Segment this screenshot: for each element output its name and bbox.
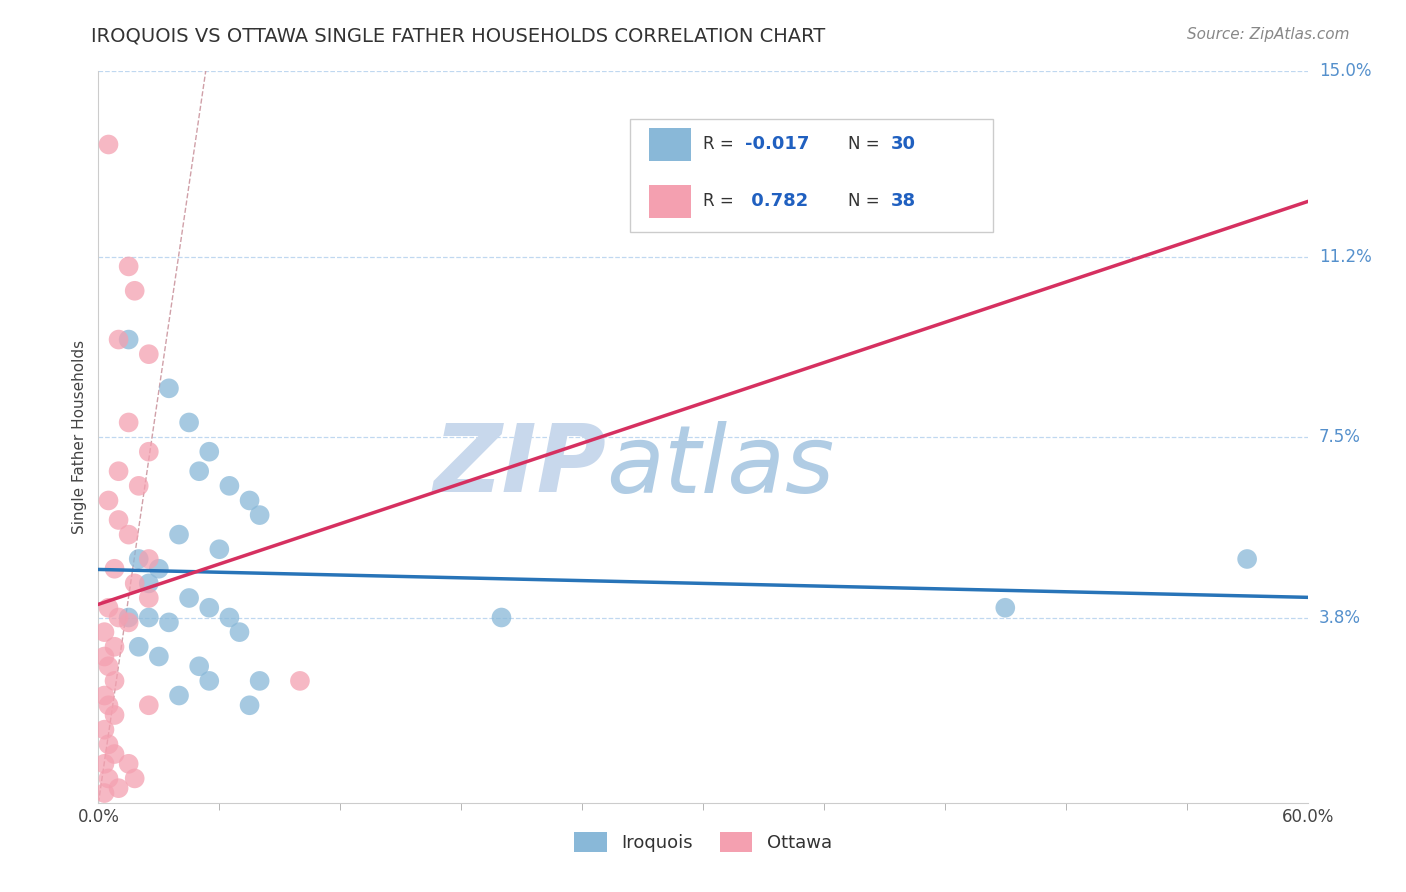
Text: IROQUOIS VS OTTAWA SINGLE FATHER HOUSEHOLDS CORRELATION CHART: IROQUOIS VS OTTAWA SINGLE FATHER HOUSEHO… — [91, 27, 825, 45]
Text: 3.8%: 3.8% — [1319, 608, 1361, 626]
Point — [128, 552, 150, 566]
Point — [118, 527, 141, 541]
Point — [157, 615, 180, 630]
Point — [118, 610, 141, 624]
Point — [138, 347, 160, 361]
Text: atlas: atlas — [606, 421, 835, 512]
Point — [97, 493, 120, 508]
Point — [93, 756, 115, 771]
Point — [167, 527, 190, 541]
Point — [138, 576, 160, 591]
Text: -0.017: -0.017 — [745, 136, 810, 153]
Point — [179, 416, 201, 430]
Point — [138, 698, 160, 713]
Point — [118, 260, 141, 274]
Text: R =: R = — [703, 192, 740, 210]
Point — [93, 689, 115, 703]
Point — [107, 610, 129, 624]
Text: 30: 30 — [890, 136, 915, 153]
Point — [128, 640, 150, 654]
Point — [148, 562, 170, 576]
Point — [97, 659, 120, 673]
Point — [103, 673, 125, 688]
Point — [118, 333, 141, 347]
Text: Source: ZipAtlas.com: Source: ZipAtlas.com — [1187, 27, 1350, 42]
Point — [103, 640, 125, 654]
Point — [239, 698, 262, 713]
FancyBboxPatch shape — [648, 185, 690, 218]
Point — [93, 649, 115, 664]
Point — [198, 673, 221, 688]
Point — [138, 552, 160, 566]
Point — [97, 737, 120, 751]
Point — [97, 772, 120, 786]
Point — [167, 689, 190, 703]
Point — [97, 600, 120, 615]
Point — [218, 479, 240, 493]
Text: R =: R = — [703, 136, 740, 153]
Text: 15.0%: 15.0% — [1319, 62, 1371, 80]
Point — [107, 513, 129, 527]
Point — [188, 464, 211, 478]
Point — [128, 479, 150, 493]
Point — [138, 444, 160, 458]
Point — [994, 600, 1017, 615]
Point — [198, 444, 221, 458]
Point — [118, 615, 141, 630]
Point — [97, 698, 120, 713]
Point — [1236, 552, 1258, 566]
FancyBboxPatch shape — [630, 119, 993, 232]
Point — [124, 284, 146, 298]
Point — [93, 723, 115, 737]
Point — [218, 610, 240, 624]
Y-axis label: Single Father Households: Single Father Households — [72, 340, 87, 534]
Point — [249, 673, 271, 688]
Point — [491, 610, 513, 624]
Point — [107, 464, 129, 478]
Text: N =: N = — [848, 136, 884, 153]
Point — [124, 576, 146, 591]
Text: 11.2%: 11.2% — [1319, 248, 1371, 266]
Text: 0.782: 0.782 — [745, 192, 808, 210]
Point — [188, 659, 211, 673]
FancyBboxPatch shape — [648, 128, 690, 161]
Point — [118, 416, 141, 430]
Text: ZIP: ZIP — [433, 420, 606, 512]
Point — [148, 649, 170, 664]
Point — [179, 591, 201, 605]
Text: 38: 38 — [890, 192, 915, 210]
Point — [107, 781, 129, 796]
Point — [103, 747, 125, 761]
Text: N =: N = — [848, 192, 884, 210]
Point — [124, 772, 146, 786]
Point — [208, 542, 231, 557]
Point — [138, 591, 160, 605]
Point — [107, 333, 129, 347]
Legend: Iroquois, Ottawa: Iroquois, Ottawa — [567, 824, 839, 860]
Point — [249, 508, 271, 522]
Point — [198, 600, 221, 615]
Point — [103, 708, 125, 723]
Text: 7.5%: 7.5% — [1319, 428, 1361, 446]
Point — [103, 562, 125, 576]
Point — [239, 493, 262, 508]
Point — [93, 786, 115, 800]
Point — [288, 673, 311, 688]
Point — [118, 756, 141, 771]
Point — [157, 381, 180, 395]
Point — [93, 625, 115, 640]
Point — [97, 137, 120, 152]
Point — [138, 610, 160, 624]
Point — [228, 625, 250, 640]
